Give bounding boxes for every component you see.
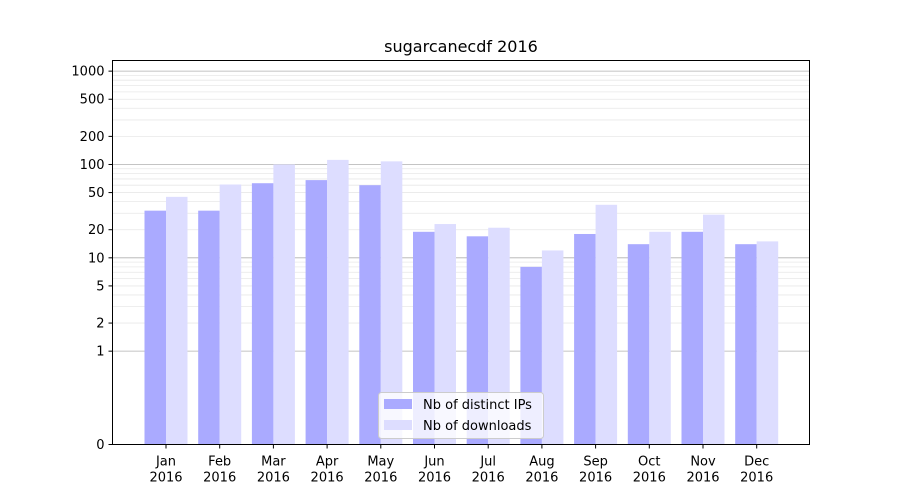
bar-distinct-ips [144,210,166,445]
x-tick-label-month: May [367,455,394,470]
bar-distinct-ips [359,185,381,445]
legend-label-distinct-ips: Nb of distinct IPs [423,398,532,413]
chart-title: sugarcanecdf 2016 [384,37,538,56]
legend: Nb of distinct IPs Nb of downloads [378,392,544,439]
y-tick-label: 5 [96,279,104,294]
x-tick-label-year: 2016 [579,471,612,486]
y-tick-label: 1000 [71,65,104,80]
x-tick-label-year: 2016 [418,471,451,486]
plot-frame [112,60,810,445]
bar-downloads [756,241,779,445]
y-tick-label: 500 [80,93,105,108]
y-tick-label: 1 [96,345,104,360]
bar-downloads [273,164,295,445]
bar-distinct-ips [251,183,274,445]
bar-downloads [380,161,403,445]
x-tick-label-year: 2016 [149,471,182,486]
x-axis: Jan2016Feb2016Mar2016Apr2016May2016Jun20… [149,444,773,486]
x-tick-label-year: 2016 [203,471,236,486]
bar-downloads [649,231,671,445]
x-tick-label-year: 2016 [740,471,773,486]
y-axis: 0 1 2 5 10 20 50 100 200 500 1000 [71,65,113,453]
bar-distinct-ips [574,233,596,445]
x-tick-label-month: Sep [583,455,608,470]
legend-swatch-distinct-ips [384,399,412,409]
x-tick-label-month: Aug [529,455,554,470]
x-tick-label-year: 2016 [364,471,397,486]
bar-distinct-ips [413,231,435,445]
y-tick-label: 200 [80,130,105,145]
bar-distinct-ips [735,244,757,445]
bar-distinct-ips [627,244,650,445]
y-tick-label: 0 [96,438,104,453]
bar-distinct-ips [681,231,703,445]
x-tick-label-month: Mar [261,455,286,470]
x-tick-label-year: 2016 [686,471,719,486]
bar-downloads [327,159,349,445]
x-tick-label-year: 2016 [472,471,505,486]
bars-group [144,159,779,445]
x-tick-label-month: Dec [744,455,769,470]
bar-downloads [219,184,242,445]
bar-downloads [488,227,510,445]
x-tick-label-year: 2016 [525,471,558,486]
bar-downloads [434,224,456,445]
bar-downloads [595,204,618,445]
legend-label-downloads: Nb of downloads [423,419,532,434]
y-tick-label: 10 [88,251,105,266]
x-tick-label-month: Jun [423,455,444,470]
x-tick-label-year: 2016 [257,471,290,486]
bar-downloads [703,214,725,445]
y-tick-label: 20 [88,223,105,238]
x-tick-label-month: Feb [208,455,231,470]
x-tick-label-year: 2016 [633,471,666,486]
x-tick-label-month: Jul [479,455,496,470]
bar-distinct-ips [198,210,220,445]
x-tick-label-month: Jan [155,455,176,470]
y-tick-label: 50 [88,186,105,201]
legend-box [378,392,544,439]
y-tick-label: 2 [96,317,104,332]
bar-downloads [541,250,564,445]
bar-downloads [166,196,188,445]
legend-swatch-downloads [384,420,412,430]
x-tick-label-year: 2016 [311,471,344,486]
x-tick-label-month: Nov [690,455,716,470]
bar-distinct-ips [305,180,328,445]
x-tick-label-month: Apr [316,455,339,470]
x-tick-label-month: Oct [638,455,660,470]
y-tick-label: 100 [80,158,105,173]
